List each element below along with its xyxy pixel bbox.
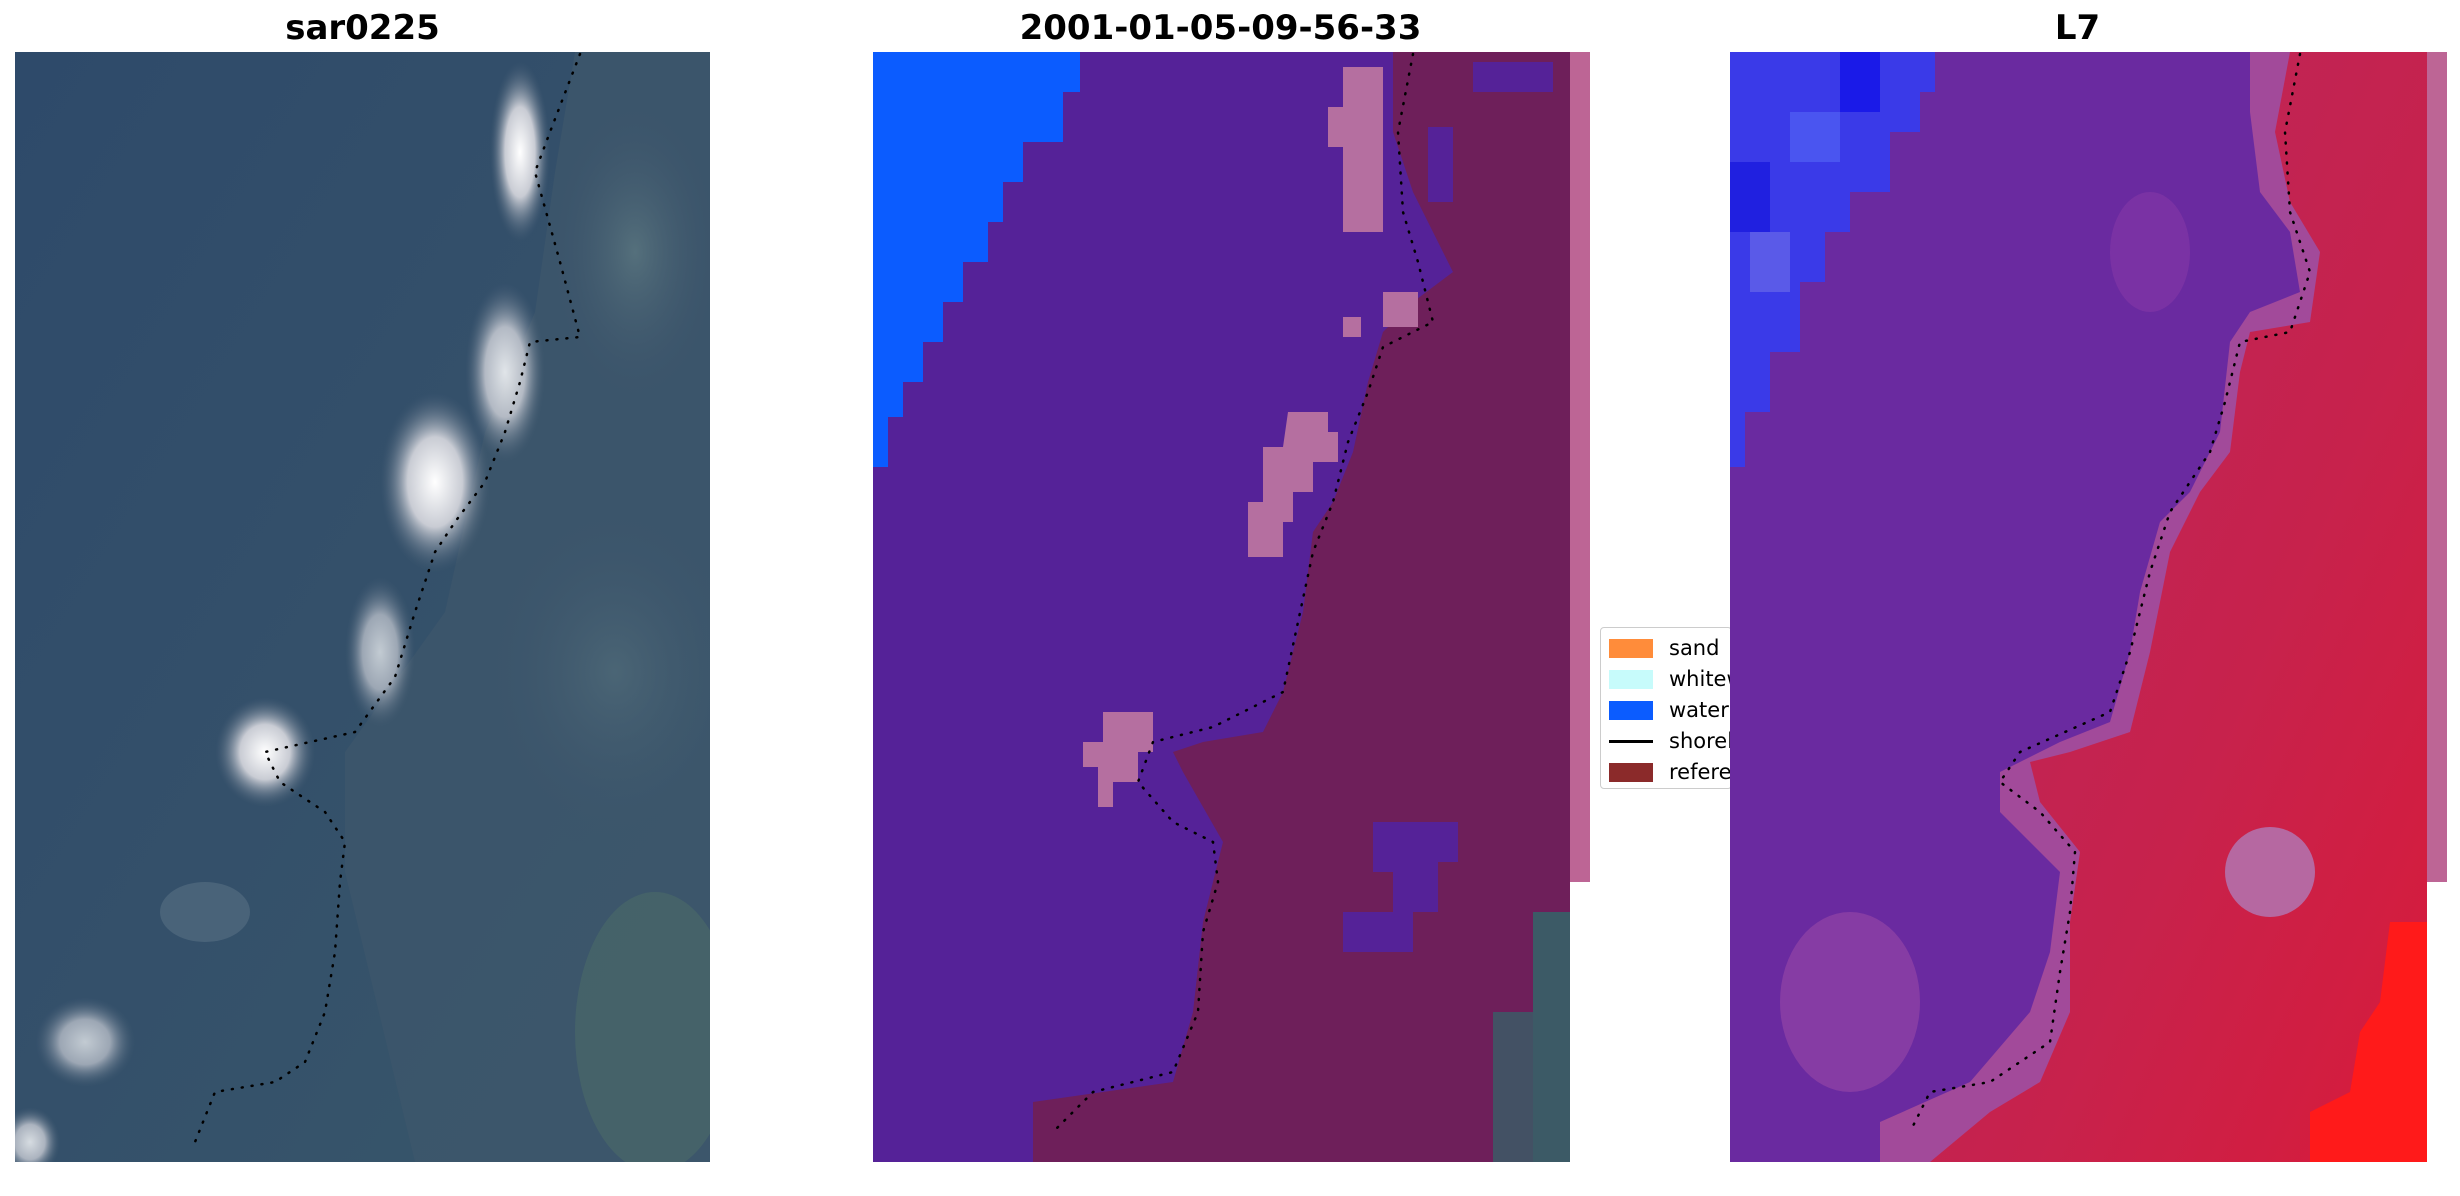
panel-title-rgb: sar0225 — [285, 8, 440, 48]
classification-panel — [873, 52, 1593, 1182]
legend-line-shoreline — [1609, 739, 1653, 743]
rgb-image-panel — [15, 52, 710, 1162]
legend-label-sand: sand — [1669, 636, 1720, 660]
classification-map — [873, 52, 1590, 1162]
legend-swatch-reference — [1609, 762, 1653, 782]
legend-item-sand: sand — [1609, 635, 1719, 661]
legend-swatch-sand — [1609, 638, 1653, 658]
panel-title-nir: L7 — [2054, 8, 2101, 48]
legend-label-water: water — [1669, 698, 1729, 722]
legend-item-water: water — [1609, 697, 1729, 723]
legend-swatch-whitewater — [1609, 669, 1653, 689]
legend-swatch-water — [1609, 700, 1653, 720]
legend-label-shoreline: shoreline — [1669, 729, 1732, 753]
nir-image — [1730, 52, 2447, 1162]
rgb-image — [15, 52, 710, 1162]
legend-item-shoreline: shoreline — [1609, 728, 1732, 754]
legend-label-reference: reference — [1669, 760, 1732, 784]
nir-image-panel — [1730, 52, 2450, 1182]
panel-title-classification: 2001-01-05-09-56-33 — [1019, 8, 1422, 48]
legend-item-reference: reference — [1609, 759, 1732, 785]
